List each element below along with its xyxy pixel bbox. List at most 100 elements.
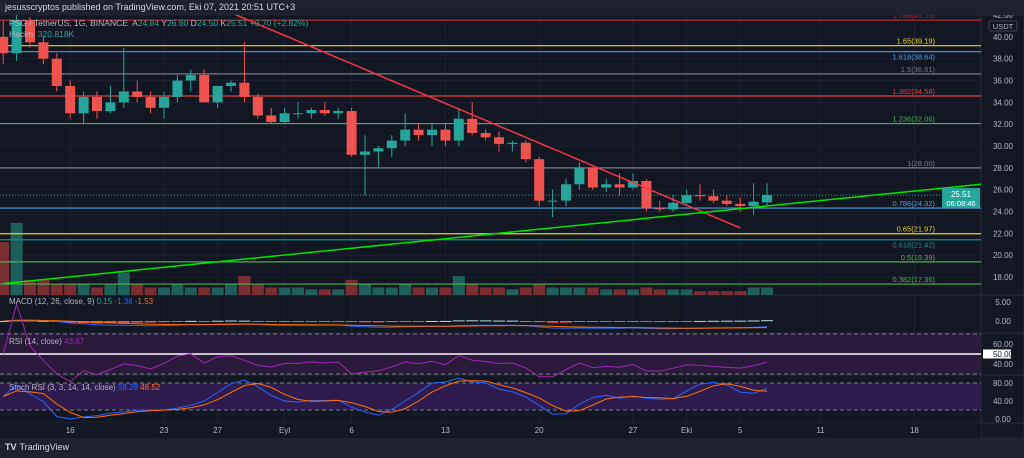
fib-level-label: 1.65(39.19) [897, 37, 936, 46]
stoch-tick-label: 40.00 [993, 397, 1014, 406]
macd-histogram-bar [305, 321, 318, 322]
candle-down [534, 159, 545, 201]
candle-down [199, 75, 210, 103]
candle-up [748, 201, 759, 207]
candle-up [78, 96, 89, 114]
price-tick-label: 36.00 [993, 77, 1014, 86]
volume-bar [77, 283, 90, 295]
candle-down [266, 115, 277, 123]
volume-bar [479, 287, 492, 295]
macd-histogram-bar [653, 321, 666, 322]
macd-tick-label: 5.00 [995, 298, 1011, 307]
candle-down [614, 184, 625, 188]
price-tick-label: 38.00 [993, 55, 1014, 64]
candle-down [587, 167, 598, 188]
macd-histogram-bar [158, 321, 170, 323]
price-tick-label: 22.00 [993, 229, 1014, 238]
fib-level-label: 0.382(17.36) [892, 275, 935, 284]
volume-bar [640, 287, 653, 295]
volume-bar [171, 283, 184, 295]
volume-bar [131, 283, 144, 295]
macd-hist-value: 0.15 [96, 297, 113, 306]
volume-bar [225, 283, 237, 295]
macd-histogram-bar [452, 320, 465, 322]
macd-histogram-bar [586, 321, 599, 322]
candle-up [212, 85, 223, 103]
candle-up [547, 200, 558, 202]
candle-down [25, 20, 35, 43]
volume-bar [265, 287, 278, 295]
candle-down [735, 203, 746, 207]
macd-histogram-bar [493, 320, 505, 322]
candle-up [279, 113, 290, 123]
fib-level-label: 1.786(41.53) [892, 15, 935, 20]
macd-histogram-bar [64, 321, 77, 323]
time-tick-label: 27 [213, 426, 222, 435]
volume-bar [50, 283, 63, 295]
time-tick-label: 5 [738, 426, 743, 435]
candle-down [480, 132, 491, 138]
fib-level-label: 1.5(36.61) [901, 65, 936, 74]
macd-histogram-bar [265, 321, 278, 322]
macd-histogram-bar [734, 320, 747, 322]
tradingview-logo[interactable]: TV TradingView [5, 442, 70, 452]
volume-bar [720, 291, 733, 295]
macd-histogram-bar [761, 320, 773, 322]
time-tick-label: 13 [441, 426, 450, 435]
volume-bar [104, 283, 117, 295]
macd-label: MACD (12, 26, close, 9) [9, 297, 95, 306]
time-tick-label: 16 [66, 426, 75, 435]
macd-histogram-bar [720, 320, 733, 322]
open-label: A [132, 18, 138, 28]
candle-up [373, 148, 384, 152]
stoch-legend[interactable]: Stoch RSI (3, 3, 14, 14, close) 59.28 48… [9, 383, 160, 392]
price-chart[interactable]: 42.00 40.00 38.00 36.00 34.00 32.00 30.00 28.00… [0, 15, 1024, 438]
price-axis [980, 15, 1024, 438]
macd-legend[interactable]: MACD (12, 26, close, 9) 0.15 -1.38 -1.53 [9, 297, 153, 306]
volume-legend: Hacim 320.818K [9, 29, 74, 39]
candle-up [561, 184, 571, 201]
candle-down [695, 195, 705, 197]
macd-histogram-bar [426, 320, 438, 322]
rsi-value: 43.67 [64, 337, 85, 346]
macd-histogram-bar [627, 321, 639, 322]
rsi-legend[interactable]: RSI (14, close) 43.67 [9, 337, 84, 346]
volume-bar [761, 287, 773, 295]
candle-down [132, 91, 143, 97]
candle-up [628, 180, 638, 188]
volume-bar [653, 289, 666, 295]
symbol-name[interactable]: PSG / TetherUS, 1G, BINANCE [9, 18, 128, 28]
macd-tick-label: 0.00 [995, 317, 1011, 326]
price-tick-label: 24.00 [993, 208, 1014, 217]
volume-bar [372, 287, 385, 295]
candle-down [51, 58, 62, 86]
macd-histogram-bar [573, 321, 586, 323]
macd-histogram-bar [37, 320, 50, 322]
candle-down [145, 96, 156, 108]
price-tick-label: 20.00 [993, 251, 1014, 260]
macd-histogram-bar [198, 321, 211, 322]
low-label: D [190, 18, 197, 28]
volume-bar [238, 276, 251, 295]
macd-histogram-bar [238, 320, 251, 322]
macd-histogram-bar [104, 321, 117, 324]
volume-bar [573, 287, 586, 295]
time-tick-label: 18 [910, 426, 919, 435]
candle-down [65, 85, 76, 114]
volume-bar [251, 283, 264, 295]
candle-up [762, 195, 772, 203]
price-tick-label: 34.00 [993, 98, 1014, 107]
candle-up [400, 129, 411, 141]
fib-level-label: 0.786(24.32) [892, 199, 935, 208]
candle-down [494, 137, 504, 144]
rsi-tick-label: 50.00 [993, 350, 1014, 359]
candle-up [427, 129, 437, 136]
volume-bar [613, 289, 626, 295]
fib-level-label: 1(28.00) [907, 159, 935, 168]
volume-bar [426, 287, 438, 295]
volume-bar [0, 241, 10, 295]
close-value: 25.51 [226, 18, 248, 28]
macd-histogram-bar [747, 320, 760, 322]
macd-histogram-bar [211, 320, 224, 322]
candle-down [413, 129, 424, 136]
